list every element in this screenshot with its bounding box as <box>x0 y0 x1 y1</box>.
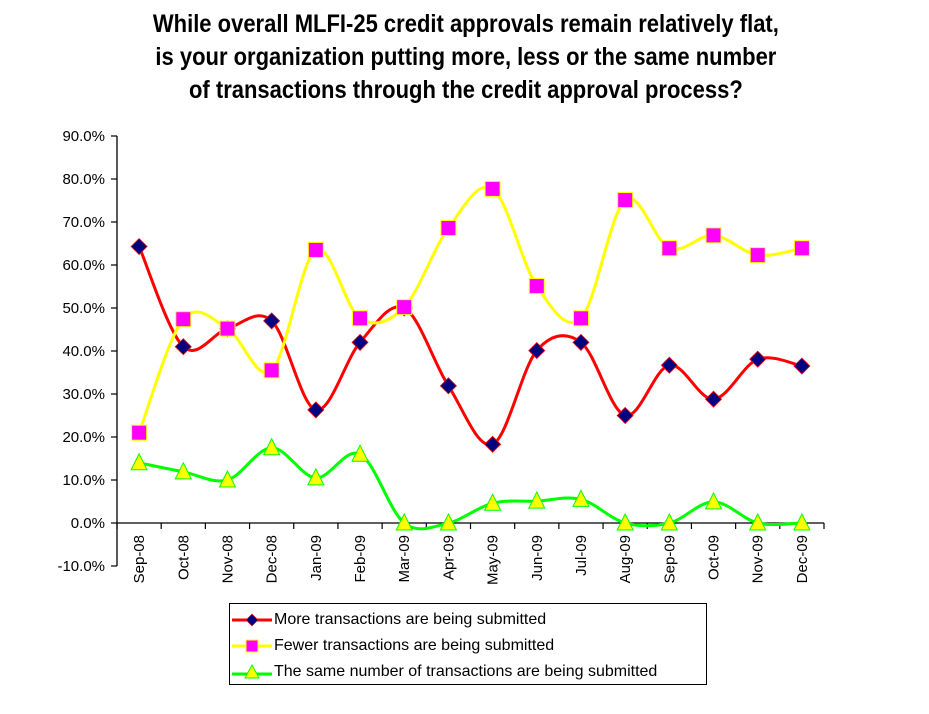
data-point-fewer <box>793 240 810 257</box>
data-point-fewer <box>263 362 280 379</box>
chart-title-line-3: of transactions through the credit appro… <box>188 76 743 104</box>
data-point-more <box>484 435 502 453</box>
data-point-more <box>660 356 678 374</box>
data-point-fewer <box>617 192 634 209</box>
series-line-more <box>137 245 803 447</box>
x-tick-label: Mar-09 <box>396 535 413 583</box>
data-point-more <box>616 406 634 425</box>
data-point-more <box>572 333 590 351</box>
data-point-more <box>130 237 148 256</box>
legend-label-fewer: Fewer transactions are being submitted <box>274 637 555 654</box>
legend-item-more: More transactions are being submitted <box>232 607 546 633</box>
series-markers-more <box>130 237 811 453</box>
data-point-more <box>439 377 457 395</box>
x-tick-label: Aug-09 <box>617 535 634 583</box>
data-point-same <box>616 512 634 531</box>
legend: More transactions are being submitted Fe… <box>229 603 707 685</box>
data-point-fewer <box>307 241 324 258</box>
x-tick-label: Sep-08 <box>131 535 148 583</box>
series-layer <box>130 180 811 531</box>
y-tick-label: -10.0% <box>57 558 105 575</box>
data-point-more <box>174 338 192 356</box>
data-point-same <box>439 512 458 531</box>
data-point-fewer <box>396 299 413 316</box>
data-point-same <box>174 461 193 480</box>
data-point-more <box>749 350 767 368</box>
axes <box>111 135 825 567</box>
data-point-more <box>528 342 546 360</box>
x-tick-label: Apr-09 <box>440 535 457 580</box>
legend-item-fewer: Fewer transactions are being submitted <box>232 633 554 659</box>
data-point-same <box>262 437 281 456</box>
y-tick-label: 60.0% <box>62 257 105 274</box>
legend-swatch-more <box>232 613 272 627</box>
data-point-same <box>307 467 325 486</box>
legend-item-same: The same number of transactions are bein… <box>232 659 657 685</box>
data-point-same <box>793 512 811 531</box>
x-tick-label: May-09 <box>485 535 502 585</box>
y-tick-label: 50.0% <box>62 300 105 317</box>
series-line-same <box>138 446 802 531</box>
y-tick-label: 0.0% <box>71 515 105 532</box>
chart-title: While overall MLFI-25 credit approvals r… <box>57 8 875 107</box>
data-point-more <box>263 312 281 330</box>
chart-title-line-2: is your organization putting more, less … <box>155 43 777 71</box>
data-point-more <box>351 333 369 351</box>
y-tick-label: 20.0% <box>62 429 105 446</box>
x-axis-labels: Sep-08 Oct-08 Nov-08 Dec-08 Jan-09 Feb-09 Mar-… <box>131 535 811 585</box>
x-tick-label: Sep-09 <box>661 535 678 583</box>
data-point-fewer <box>440 220 457 237</box>
legend-label-same: The same number of transactions are bein… <box>274 663 658 680</box>
data-point-fewer <box>749 247 766 264</box>
data-point-same <box>527 490 546 509</box>
data-point-same <box>351 444 369 462</box>
legend-label-more: More transactions are being submitted <box>274 611 547 628</box>
x-tick-label: Jan-09 <box>308 535 325 581</box>
data-point-same <box>483 493 502 511</box>
y-tick-label: 70.0% <box>62 214 105 231</box>
x-tick-label: Dec-08 <box>264 535 281 583</box>
x-tick-label: Jul-09 <box>573 535 590 576</box>
data-point-same <box>704 491 723 510</box>
data-point-same <box>572 489 590 507</box>
data-point-same <box>395 512 414 531</box>
x-tick-label: Dec-09 <box>794 535 811 583</box>
data-point-fewer <box>572 310 589 327</box>
x-tick-label: Oct-08 <box>175 535 192 580</box>
y-tick-label: 90.0% <box>62 128 105 145</box>
y-tick-label: 40.0% <box>62 343 105 360</box>
data-point-fewer <box>131 424 148 441</box>
data-point-fewer <box>219 320 236 337</box>
data-point-more <box>704 390 723 408</box>
data-point-same <box>130 452 148 471</box>
legend-swatch-same <box>232 663 272 679</box>
data-point-fewer <box>528 278 545 295</box>
x-tick-label: Nov-09 <box>750 535 767 583</box>
y-axis-labels: -10.0% 0.0% 10.0% 20.0% 30.0% 40.0% 50.0% 60.0%… <box>57 128 105 575</box>
data-point-more <box>307 401 325 419</box>
data-point-same <box>748 512 767 531</box>
x-tick-label: Jun-09 <box>529 535 546 581</box>
x-tick-label: Feb-09 <box>352 535 369 583</box>
data-point-more <box>793 357 811 375</box>
series-markers-same <box>130 437 811 531</box>
x-tick-label: Oct-09 <box>706 535 723 580</box>
series-markers-fewer <box>131 180 810 441</box>
data-point-fewer <box>175 311 192 328</box>
legend-swatch-fewer <box>232 639 272 653</box>
y-tick-label: 10.0% <box>62 472 105 489</box>
y-tick-label: 80.0% <box>62 171 105 188</box>
data-point-same <box>218 469 237 488</box>
data-point-fewer <box>661 240 678 257</box>
y-tick-label: 30.0% <box>62 386 105 403</box>
data-point-same <box>660 512 679 531</box>
data-point-fewer <box>484 180 501 197</box>
data-point-fewer <box>705 227 722 244</box>
chart-title-line-1: While overall MLFI-25 credit approvals r… <box>152 10 779 38</box>
x-tick-label: Nov-08 <box>219 535 236 583</box>
data-point-fewer <box>352 310 369 327</box>
